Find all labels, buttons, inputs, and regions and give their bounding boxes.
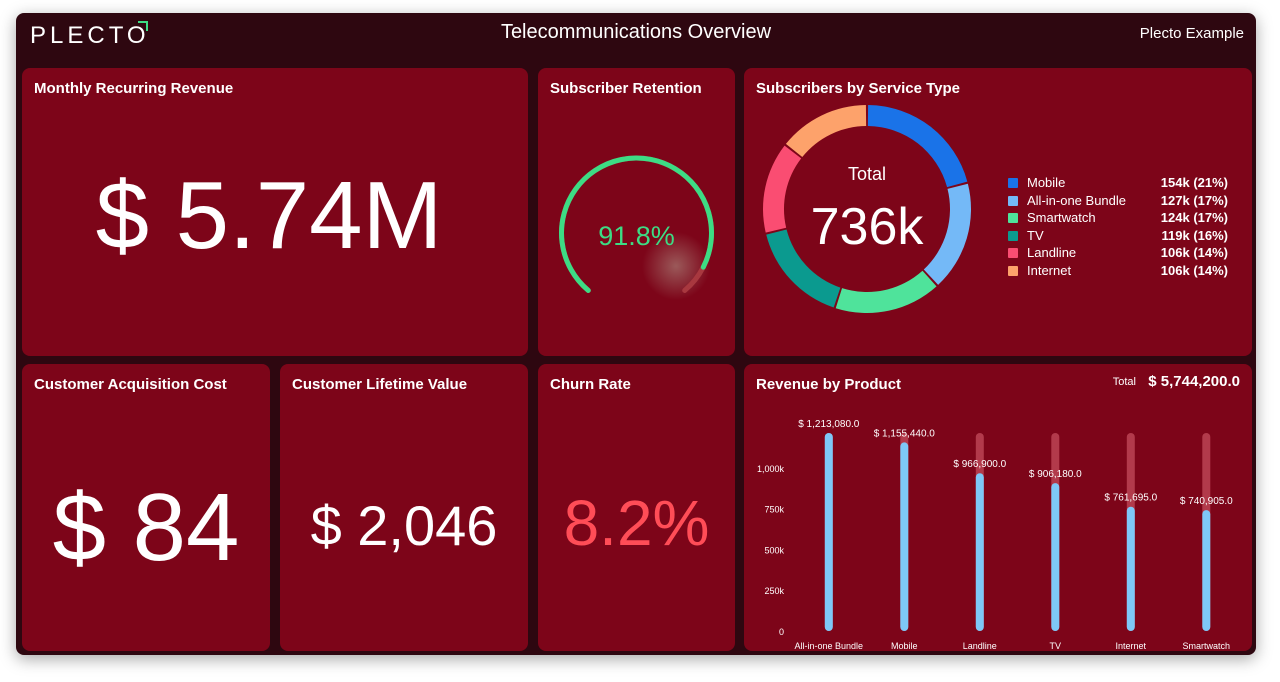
legend-swatch xyxy=(1008,265,1018,276)
service-title: Subscribers by Service Type xyxy=(756,80,960,97)
clv-card[interactable]: Customer Lifetime Value $ 2,046 xyxy=(280,364,528,651)
service-legend: Mobile 154k (21%) All-in-one Bundle 127k (1… xyxy=(1008,174,1228,280)
churn-card[interactable]: Churn Rate 8.2% xyxy=(538,364,735,651)
x-tick-label: Mobile xyxy=(891,641,918,651)
account-name: Plecto Example xyxy=(1139,25,1244,42)
donut-slice-smartwatch[interactable] xyxy=(835,270,937,313)
revenue-bar-chart: 0 250k 500k 750k 1,000k $ 1,213,080.0 All-in-o… xyxy=(757,419,1233,651)
retention-card[interactable]: Subscriber Retention 91.8% xyxy=(538,68,735,356)
legend-item[interactable]: Landline 106k (14%) xyxy=(1008,244,1228,262)
service-card[interactable]: Subscribers by Service Type Total 736k M… xyxy=(744,68,1252,356)
y-tick-label: 500k xyxy=(764,545,784,555)
bar-landline[interactable] xyxy=(975,473,984,631)
y-tick-label: 1,000k xyxy=(757,464,785,474)
y-tick-label: 750k xyxy=(764,505,784,515)
legend-value: 106k (14%) xyxy=(1160,262,1228,278)
revenue-total-label: Total xyxy=(1112,376,1136,388)
donut-total-value: 736k xyxy=(811,198,925,256)
legend-value: 106k (14%) xyxy=(1160,245,1228,261)
plecto-logo[interactable]: PLECTO xyxy=(30,22,150,49)
legend-value: 124k (17%) xyxy=(1160,210,1228,226)
dashboard-title: Telecommunications Overview xyxy=(500,21,772,43)
mrr-value: $ 5.74M xyxy=(95,162,443,269)
bar-value-label: $ 1,155,440.0 xyxy=(874,428,936,439)
legend-swatch xyxy=(1008,230,1018,241)
retention-gauge: 91.8% xyxy=(559,155,714,300)
service-donut: Total 736k xyxy=(763,105,971,313)
donut-slice-internet[interactable] xyxy=(785,105,867,158)
cac-card[interactable]: Customer Acquisition Cost $ 84 xyxy=(22,364,270,651)
top-bar: PLECTO Telecommunications Overview Plect… xyxy=(16,13,1256,65)
bar-value-label: $ 740,905.0 xyxy=(1180,496,1233,507)
legend-item[interactable]: Internet 106k (14%) xyxy=(1008,262,1228,280)
bar-value-label: $ 761,695.0 xyxy=(1104,493,1157,504)
cac-value: $ 84 xyxy=(52,474,240,581)
legend-label: All-in-one Bundle xyxy=(1027,192,1127,208)
legend-value: 127k (17%) xyxy=(1160,192,1228,208)
legend-swatch xyxy=(1008,213,1018,224)
donut-slice-mobile[interactable] xyxy=(867,105,968,188)
revenue-total-value: $ 5,744,200.0 xyxy=(1148,373,1240,390)
legend-swatch xyxy=(1008,178,1018,188)
x-tick-label: Landline xyxy=(963,641,997,651)
bar-all-in-one-bundle[interactable] xyxy=(824,433,833,631)
y-tick-label: 0 xyxy=(779,627,784,637)
x-tick-label: Smartwatch xyxy=(1183,641,1231,651)
retention-title: Subscriber Retention xyxy=(550,80,702,97)
bar-internet[interactable] xyxy=(1126,506,1135,631)
y-tick-label: 250k xyxy=(764,586,784,596)
churn-title: Churn Rate xyxy=(550,376,631,393)
legend-item[interactable]: Smartwatch 124k (17%) xyxy=(1008,209,1228,227)
churn-value: 8.2% xyxy=(563,487,710,559)
x-tick-label: Internet xyxy=(1116,641,1147,651)
legend-item[interactable]: All-in-one Bundle 127k (17%) xyxy=(1008,192,1228,210)
donut-slice-landline[interactable] xyxy=(763,145,802,233)
legend-label: Smartwatch xyxy=(1027,210,1096,226)
legend-label: Internet xyxy=(1027,262,1072,278)
dashboard-frame: PLECTO Telecommunications Overview Plect… xyxy=(16,13,1256,655)
revenue-card[interactable]: Revenue by Product Total $ 5,744,200.0 0… xyxy=(744,364,1252,651)
donut-total-label: Total xyxy=(848,164,886,184)
legend-label: Mobile xyxy=(1027,175,1066,190)
legend-label: Landline xyxy=(1027,245,1077,261)
gauge-fill xyxy=(559,155,714,293)
legend-swatch xyxy=(1008,248,1018,259)
donut-slice-tv[interactable] xyxy=(766,229,841,308)
clv-value: $ 2,046 xyxy=(310,494,498,557)
cac-title: Customer Acquisition Cost xyxy=(34,376,227,393)
bar-mobile[interactable] xyxy=(900,442,909,631)
bar-smartwatch[interactable] xyxy=(1202,510,1211,631)
mrr-title: Monthly Recurring Revenue xyxy=(34,80,234,97)
logo-mark-icon xyxy=(138,21,148,31)
bar-value-label: $ 906,180.0 xyxy=(1029,469,1082,480)
legend-label: TV xyxy=(1027,227,1044,243)
x-tick-label: TV xyxy=(1050,641,1062,651)
bar-value-label: $ 966,900.0 xyxy=(953,459,1006,470)
retention-value: 91.8% xyxy=(598,221,675,251)
revenue-title: Revenue by Product xyxy=(756,376,902,393)
clv-title: Customer Lifetime Value xyxy=(292,376,468,393)
legend-value: 119k (16%) xyxy=(1161,227,1229,243)
donut-slice-all-in-one-bundle[interactable] xyxy=(923,183,971,285)
legend-item[interactable]: TV 119k (16%) xyxy=(1008,227,1228,245)
bar-tv[interactable] xyxy=(1051,483,1060,631)
legend-swatch xyxy=(1008,195,1018,206)
x-tick-label: All-in-one Bundle xyxy=(795,641,864,651)
mrr-card[interactable]: Monthly Recurring Revenue $ 5.74M xyxy=(22,68,528,356)
bar-value-label: $ 1,213,080.0 xyxy=(798,419,860,430)
legend-item[interactable]: Mobile 154k (21%) xyxy=(1008,174,1228,192)
legend-value: 154k (21%) xyxy=(1160,175,1228,190)
